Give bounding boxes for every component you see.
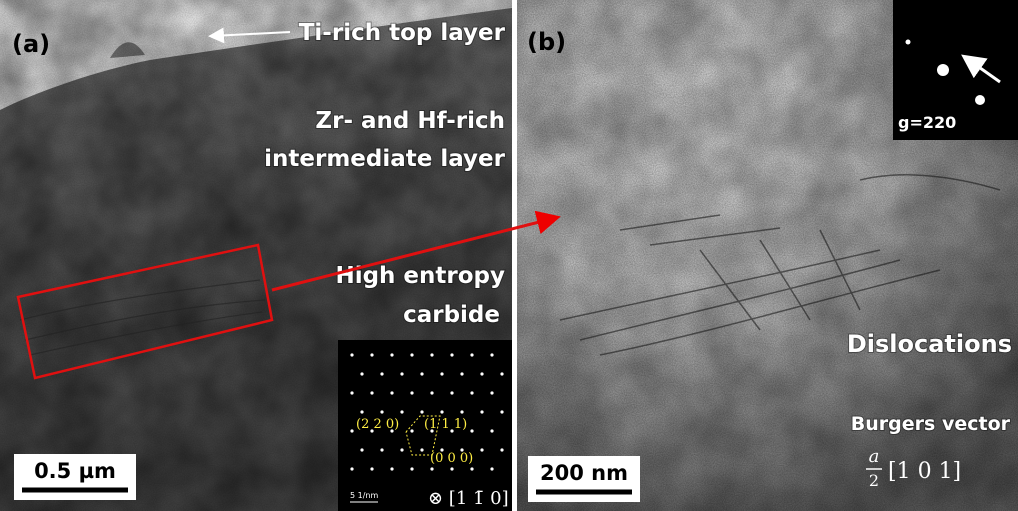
diffraction-spot <box>360 372 363 375</box>
diffraction-spot <box>500 448 503 451</box>
diffraction-inset-a: (2 2 0) (1 1 1) (0 0 0) 5 1/nm ⊗ [1 1̄ 0… <box>338 340 512 511</box>
panel-a: (a) Ti-rich top layer Zr- and Hf-rich in… <box>0 0 512 511</box>
diffraction-spot <box>380 410 383 413</box>
spot <box>975 95 985 105</box>
diffraction-spot <box>390 353 393 356</box>
annotation: Zr- and Hf-rich <box>315 108 505 134</box>
diffraction-spot <box>480 410 483 413</box>
fraction-denominator: 2 <box>869 471 879 490</box>
diffraction-spot <box>440 410 443 413</box>
annotation: carbide <box>403 302 500 328</box>
diffraction-inset-b: g=220 <box>893 0 1018 140</box>
diffraction-spot <box>470 391 473 394</box>
diffraction-spot <box>390 391 393 394</box>
spot <box>937 64 949 76</box>
diffraction-spot <box>490 467 493 470</box>
spot-label: (1 1 1) <box>424 417 467 432</box>
diffraction-spot <box>410 391 413 394</box>
panel-label: (b) <box>527 28 566 56</box>
diffraction-spot <box>390 467 393 470</box>
diffraction-spot <box>450 467 453 470</box>
diffraction-spot <box>350 467 353 470</box>
spot <box>906 40 911 45</box>
diffraction-spot <box>360 448 363 451</box>
burgers-vector: [1 0 1] <box>888 459 961 484</box>
diffraction-spot <box>380 372 383 375</box>
diffraction-spot <box>430 467 433 470</box>
diffraction-spot <box>420 410 423 413</box>
diffraction-spot <box>350 429 353 432</box>
fraction-numerator: a <box>869 446 880 467</box>
scale-bar-label: 0.5 µm <box>34 459 116 483</box>
diffraction-spot <box>480 372 483 375</box>
diffraction-spot <box>480 448 483 451</box>
diffraction-spot <box>460 410 463 413</box>
diffraction-spot <box>440 372 443 375</box>
diffraction-spot <box>360 410 363 413</box>
diffraction-spot <box>400 448 403 451</box>
zone-axis: ⊗ [1 1̄ 0] <box>428 488 509 509</box>
spot-label: (0 0 0) <box>430 451 473 466</box>
diffraction-spot <box>450 391 453 394</box>
annotation: Ti-rich top layer <box>299 20 506 46</box>
diffraction-spot <box>490 429 493 432</box>
diffraction-spot <box>370 353 373 356</box>
annotation: intermediate layer <box>264 146 506 172</box>
diffraction-spot <box>450 353 453 356</box>
panel-label: (a) <box>12 30 50 58</box>
scale-bar-label: 200 nm <box>540 461 628 485</box>
diffraction-spot <box>410 467 413 470</box>
diffraction-spot <box>490 391 493 394</box>
diffraction-spot <box>370 467 373 470</box>
diffraction-spot <box>490 353 493 356</box>
diffraction-spot <box>470 353 473 356</box>
inset-label: g=220 <box>898 113 956 132</box>
diffraction-spot <box>420 372 423 375</box>
diffraction-spot <box>420 448 423 451</box>
diffraction-spot <box>500 372 503 375</box>
diffraction-spot <box>400 410 403 413</box>
spot-label: (2 2 0) <box>356 417 399 432</box>
diffraction-spot <box>410 429 413 432</box>
diffraction-spot <box>380 448 383 451</box>
inset-scale: 5 1/nm <box>350 491 378 500</box>
diffraction-spot <box>350 353 353 356</box>
diffraction-spot <box>400 372 403 375</box>
figure: (a) Ti-rich top layer Zr- and Hf-rich in… <box>0 0 1018 511</box>
diffraction-spot <box>500 410 503 413</box>
diffraction-spot <box>430 391 433 394</box>
diffraction-spot <box>410 353 413 356</box>
diffraction-spot <box>350 391 353 394</box>
diffraction-spot <box>460 372 463 375</box>
diffraction-spot <box>470 429 473 432</box>
annotation: Dislocations <box>847 330 1012 358</box>
diffraction-spot <box>430 353 433 356</box>
diffraction-spot <box>370 391 373 394</box>
diffraction-spot <box>470 467 473 470</box>
annotation: Burgers vector <box>851 413 1011 435</box>
